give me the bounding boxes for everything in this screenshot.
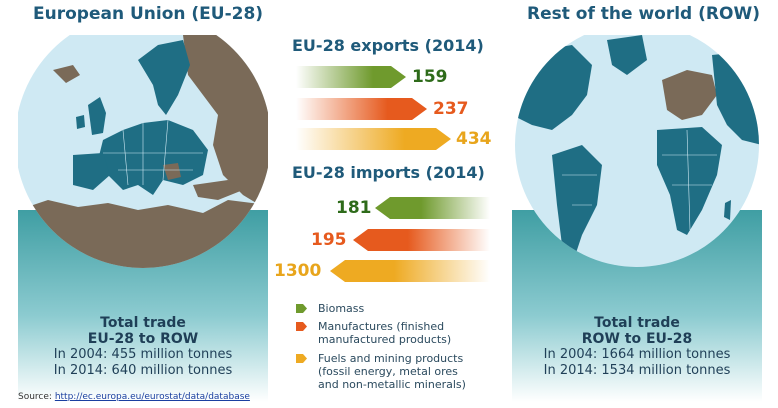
import-biomass-value: 181 [336, 198, 372, 218]
legend-fuels-label: Fuels and mining products (fossil energy… [318, 352, 466, 391]
export-manufactures-arrow-wrap [296, 98, 427, 120]
imports-title: EU-28 imports (2014) [292, 163, 485, 182]
import-fuels-value: 1300 [274, 261, 322, 281]
export-fuels-arrow [296, 128, 451, 150]
import-biomass-arrow [375, 197, 490, 219]
import-manufactures-arrow-wrap [353, 229, 490, 251]
manufactures-swatch-icon [296, 322, 307, 331]
import-fuels-arrow [330, 260, 490, 282]
export-manufactures-arrow [296, 98, 427, 120]
biomass-swatch-icon [296, 304, 307, 313]
fuels-swatch-icon [296, 354, 307, 363]
eu-globe [18, 35, 268, 402]
export-biomass-arrow [296, 66, 406, 88]
eu-trade-summary: Total trade EU-28 to ROW In 2004: 455 mi… [18, 315, 268, 379]
import-manufactures-arrow [353, 229, 490, 251]
eu-trade-2014: In 2014: 640 million tonnes [53, 363, 233, 378]
eu-title: European Union (EU-28) [33, 4, 264, 24]
export-manufactures-value: 237 [433, 99, 469, 119]
row-trade-2014: In 2014: 1534 million tonnes [543, 363, 731, 378]
row-trade-2004: In 2004: 1664 million tonnes [543, 347, 731, 362]
row-title: Rest of the world (ROW) [527, 4, 760, 24]
legend-manufactures-label: Manufactures (finished manufactured prod… [318, 320, 452, 346]
eu-trade-heading-1: Total trade [100, 315, 186, 331]
row-trade-heading-1: Total trade [594, 315, 680, 331]
source-note: Source: http://ec.europa.eu/eurostat/dat… [18, 392, 250, 402]
source-link[interactable]: http://ec.europa.eu/eurostat/data/databa… [54, 392, 250, 402]
source-label: Source: [18, 392, 52, 402]
row-panel: Total trade ROW to EU-28 In 2004: 1664 m… [512, 35, 762, 402]
export-biomass-value: 159 [412, 67, 448, 87]
eu-trade-heading-2: EU-28 to ROW [87, 331, 199, 347]
import-biomass-arrow-wrap [375, 197, 490, 219]
import-manufactures-value: 195 [311, 230, 347, 250]
row-trade-heading-2: ROW to EU-28 [581, 331, 693, 347]
export-fuels-arrow-wrap [296, 128, 451, 150]
legend-biomass-label: Biomass [318, 302, 365, 315]
exports-title: EU-28 exports (2014) [292, 36, 484, 55]
export-arrows [296, 66, 406, 88]
row-trade-summary: Total trade ROW to EU-28 In 2004: 1664 m… [512, 315, 762, 379]
export-fuels-value: 434 [456, 129, 492, 149]
row-globe [512, 35, 762, 402]
eu-trade-2004: In 2004: 455 million tonnes [53, 347, 233, 362]
import-fuels-arrow-wrap [330, 260, 490, 282]
eu-panel: Total trade EU-28 to ROW In 2004: 455 mi… [18, 35, 268, 402]
